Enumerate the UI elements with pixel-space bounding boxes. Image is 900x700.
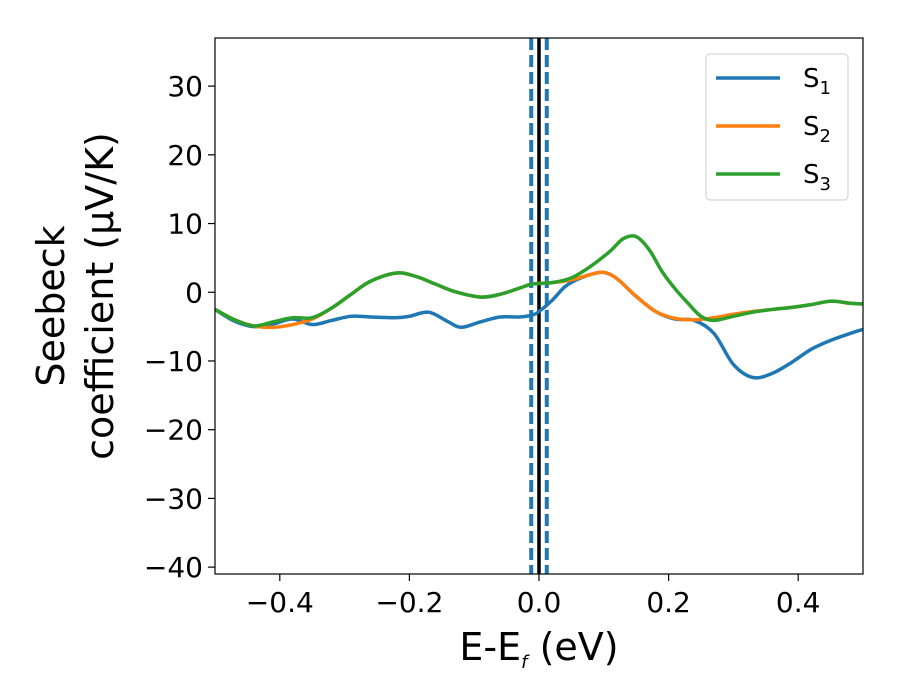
y-axis-ticks: −40 −30 −20 −10 0 10 20 30	[144, 70, 215, 584]
y-tick-label: −10	[144, 345, 203, 378]
y-tick-label: −20	[144, 414, 203, 447]
y-tick-label: −30	[144, 482, 203, 515]
y-tick-label: 30	[167, 70, 203, 103]
legend-label-s3: S3	[803, 160, 831, 195]
series-layer	[215, 234, 863, 380]
series-line-s1	[215, 270, 863, 380]
y-tick-label: −40	[144, 551, 203, 584]
legend-label-s2: S2	[803, 112, 831, 147]
x-tick-label: 0.4	[776, 586, 821, 619]
x-tick-label: 0.2	[646, 586, 691, 619]
x-axis-title-main: E-E	[459, 625, 521, 669]
y-axis-title-line2: coefficient (μV/K)	[78, 132, 122, 460]
x-axis-title-unit: (eV)	[527, 625, 618, 669]
x-tick-label: −0.2	[375, 586, 443, 619]
legend: S1 S2 S3	[705, 53, 849, 201]
legend-label-s1: S1	[803, 64, 831, 99]
reference-lines	[529, 38, 549, 574]
y-tick-label: 0	[185, 276, 203, 309]
series-line-s3	[215, 234, 863, 328]
legend-entries: S1 S2 S3	[716, 64, 831, 195]
x-tick-label: −0.4	[246, 586, 314, 619]
y-tick-label: 10	[167, 208, 203, 241]
x-axis-ticks: −0.4 −0.2 0.0 0.2 0.4	[246, 574, 821, 619]
y-tick-label: 20	[167, 139, 203, 172]
x-axis-title: E-Ef (eV)	[459, 625, 618, 673]
x-tick-label: 0.0	[517, 586, 562, 619]
x-axis-title-sub: f	[521, 652, 530, 673]
y-axis-title-line1: Seebeck	[29, 225, 73, 386]
